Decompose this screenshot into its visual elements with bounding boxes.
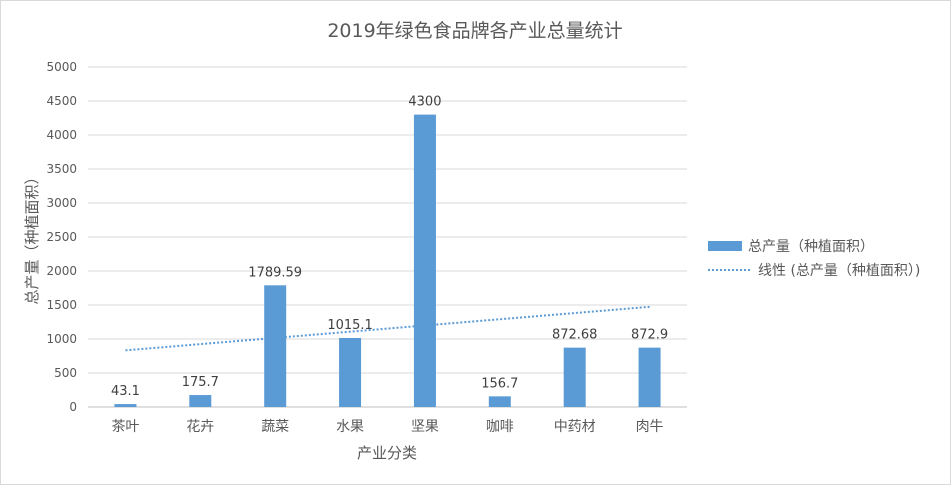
bar bbox=[114, 404, 137, 407]
y-axis-ticks: 0 500 1000 1500 2000 2500 3000 3500 4000 4500 5000 bbox=[46, 60, 77, 414]
x-axis-title: 产业分类 bbox=[357, 444, 417, 462]
y-tick-label: 4000 bbox=[46, 128, 77, 142]
data-label: 156.7 bbox=[481, 376, 518, 391]
data-label: 1789.59 bbox=[248, 265, 302, 280]
y-tick-label: 1500 bbox=[46, 298, 77, 312]
x-tick-label: 肉牛 bbox=[636, 419, 664, 435]
x-tick-label: 蔬菜 bbox=[261, 419, 289, 435]
y-axis-title: 总产量（种植面积） bbox=[23, 169, 41, 304]
x-tick-label: 茶叶 bbox=[111, 419, 139, 435]
y-tick-label: 2500 bbox=[46, 230, 77, 244]
bar bbox=[339, 337, 362, 407]
data-label: 4300 bbox=[408, 95, 441, 110]
y-tick-label: 1000 bbox=[46, 332, 77, 346]
y-tick-label: 3500 bbox=[46, 162, 77, 176]
bars bbox=[114, 114, 661, 407]
x-tick-label: 花卉 bbox=[186, 419, 214, 435]
x-tick-label: 坚果 bbox=[411, 419, 439, 435]
data-label: 872.68 bbox=[552, 328, 598, 343]
x-tick-label: 中药材 bbox=[554, 419, 596, 435]
legend-bar-swatch bbox=[708, 241, 742, 251]
data-label: 1015.1 bbox=[327, 318, 373, 333]
x-tick-label: 咖啡 bbox=[486, 419, 514, 435]
legend-series-label: 总产量（种植面积） bbox=[748, 239, 874, 255]
bar bbox=[488, 396, 511, 407]
gridlines bbox=[88, 66, 687, 408]
chart-title: 2019年绿色食品牌各产业总量统计 bbox=[327, 20, 622, 42]
data-labels: 43.1 175.7 1789.59 1015.1 4300 156.7 872.68 872… bbox=[111, 95, 668, 399]
y-tick-label: 4500 bbox=[46, 94, 77, 108]
bar bbox=[638, 347, 661, 407]
y-tick-label: 500 bbox=[54, 366, 77, 380]
data-label: 872.9 bbox=[631, 328, 668, 343]
data-label: 43.1 bbox=[111, 384, 140, 399]
y-tick-label: 0 bbox=[69, 400, 77, 414]
bar bbox=[563, 347, 586, 407]
data-label: 175.7 bbox=[182, 375, 219, 390]
x-tick-label: 水果 bbox=[336, 419, 364, 435]
y-tick-label: 5000 bbox=[46, 60, 77, 74]
y-tick-label: 3000 bbox=[46, 196, 77, 210]
x-axis-ticks: 茶叶 花卉 蔬菜 水果 坚果 咖啡 中药材 肉牛 bbox=[111, 419, 663, 435]
bar bbox=[264, 285, 287, 407]
bar bbox=[189, 395, 212, 407]
y-tick-label: 2000 bbox=[46, 264, 77, 278]
legend-trendline-label: 线性 (总产量（种植面积）) bbox=[758, 263, 920, 279]
legend: 总产量（种植面积） 线性 (总产量（种植面积）) bbox=[708, 239, 920, 279]
bar bbox=[413, 114, 436, 407]
